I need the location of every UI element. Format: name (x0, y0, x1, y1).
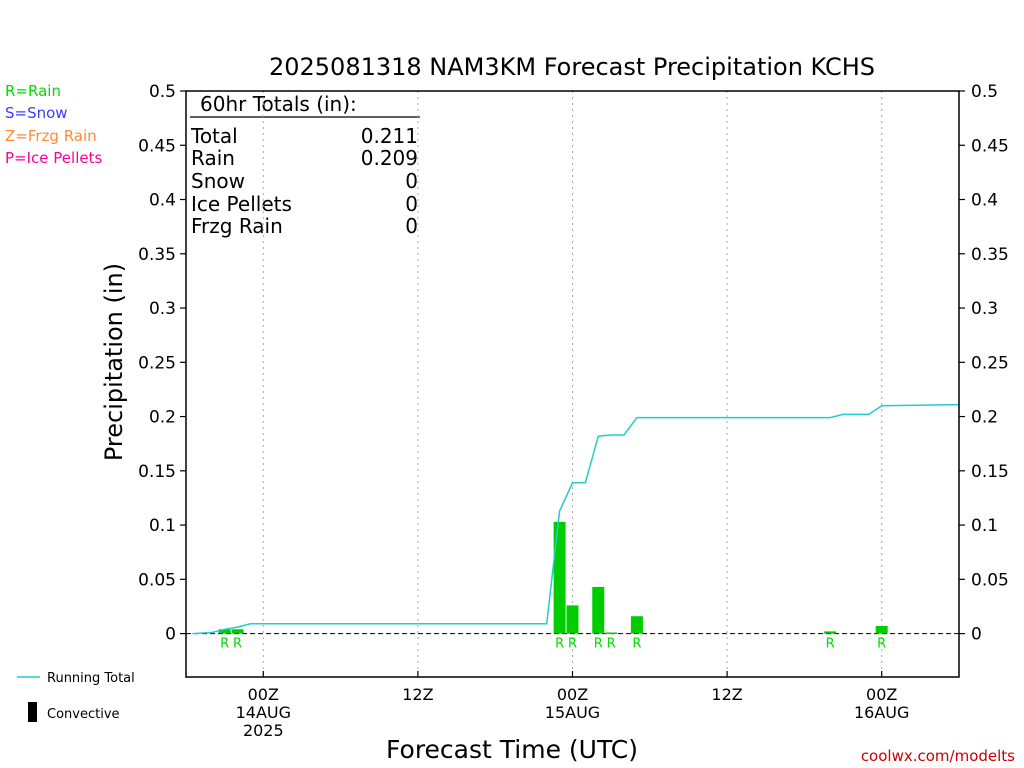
precip-type-label: R (607, 637, 616, 652)
x-tick-label: 12Z (711, 685, 742, 704)
y-tick-label-right: 0.1 (971, 516, 998, 536)
x-tick-label: 2025 (243, 721, 284, 740)
precip-bar (218, 629, 231, 634)
bottom-legend: Running Total Convective (17, 671, 135, 722)
totals-freezing-rain-label: Frzg Rain (191, 214, 283, 238)
y-tick-label: 0.3 (149, 299, 176, 319)
y-tick-label-right: 0.25 (971, 353, 1009, 373)
y-tick-label: 0.1 (149, 516, 176, 536)
x-tick-label: 14AUG (236, 703, 291, 722)
plot-frame (185, 90, 960, 678)
y-tick-label: 0.45 (138, 136, 176, 156)
totals-snow-label: Snow (191, 169, 245, 193)
y-tick-label-right: 0.45 (971, 136, 1009, 156)
precip-type-label: R (555, 637, 564, 652)
y-tick-label-right: 0.5 (971, 82, 998, 102)
y-tick-label: 0.25 (138, 353, 176, 373)
precip-type-label: R (632, 637, 641, 652)
convective-legend-swatch (28, 702, 37, 722)
y-tick-label: 0.5 (149, 82, 176, 102)
precip-type-label: R (233, 637, 242, 652)
precip-type-legend: R=Rain S=Snow Z=Frzg Rain P=Ice Pellets (5, 82, 102, 167)
totals-total-value: 0.211 (361, 124, 418, 148)
convective-legend-label: Convective (47, 707, 120, 722)
y-tick-label: 0.05 (138, 570, 176, 590)
y-axis-ticks: 0.5 0.5 0.45 0.45 0.4 0.4 0.35 0.35 0.3 0.3 0.25 0.… (138, 82, 1009, 645)
totals-ice-pellets-value: 0 (405, 192, 418, 216)
precip-type-label: R (568, 637, 577, 652)
totals-header: 60hr Totals (in): (200, 92, 357, 116)
y-tick-label: 0.15 (138, 462, 176, 482)
precip-type-label: R (594, 637, 603, 652)
precip-bar (566, 605, 579, 634)
totals-rain-label: Rain (191, 146, 235, 170)
x-tick-label: 12Z (402, 685, 433, 704)
x-tick-label: 00Z (866, 685, 897, 704)
y-tick-label-right: 0.4 (971, 191, 998, 211)
legend-freezing-rain: Z=Frzg Rain (5, 127, 97, 145)
x-tick-label: 00Z (248, 685, 279, 704)
totals-box: 60hr Totals (in): Total 0.211 Rain 0.209… (190, 92, 420, 238)
precip-bar (875, 625, 888, 634)
y-axis-label: Precipitation (in) (100, 263, 128, 461)
y-tick-label: 0.4 (149, 191, 176, 211)
legend-snow: S=Snow (5, 104, 68, 122)
legend-rain: R=Rain (5, 82, 61, 100)
y-tick-label-right: 0.15 (971, 462, 1009, 482)
totals-freezing-rain-value: 0 (405, 214, 418, 238)
y-tick-label-right: 0.05 (971, 570, 1009, 590)
credit-text: coolwx.com/modelts (861, 747, 1015, 765)
running-total-line (192, 403, 960, 635)
x-tick-label: 15AUG (545, 703, 600, 722)
y-tick-label-right: 0.3 (971, 299, 998, 319)
precip-bar (592, 586, 605, 634)
precip-bar (553, 521, 566, 634)
x-axis-label: Forecast Time (UTC) (386, 735, 638, 764)
y-tick-label-right: 0 (971, 625, 982, 645)
precip-bar (630, 616, 643, 634)
totals-total-label: Total (190, 124, 238, 148)
y-tick-label-right: 0.35 (971, 245, 1009, 265)
precip-type-label: R (826, 637, 835, 652)
y-tick-label: 0 (165, 625, 176, 645)
y-tick-label: 0.2 (149, 408, 176, 428)
x-tick-label: 16AUG (854, 703, 909, 722)
totals-snow-value: 0 (405, 169, 418, 193)
precip-bar (824, 631, 837, 634)
totals-ice-pellets-label: Ice Pellets (191, 192, 292, 216)
totals-rain-value: 0.209 (361, 146, 418, 170)
precip-bar (231, 629, 244, 634)
legend-ice-pellets: P=Ice Pellets (5, 149, 102, 167)
chart-title: 2025081318 NAM3KM Forecast Precipitation… (269, 53, 875, 81)
x-tick-label: 00Z (557, 685, 588, 704)
y-tick-label: 0.35 (138, 245, 176, 265)
precip-bar (605, 632, 618, 635)
running-total-series (192, 403, 960, 635)
precip-type-label: R (220, 637, 229, 652)
precip-type-label: R (877, 637, 886, 652)
running-total-legend-label: Running Total (47, 671, 135, 686)
y-tick-label-right: 0.2 (971, 408, 998, 428)
